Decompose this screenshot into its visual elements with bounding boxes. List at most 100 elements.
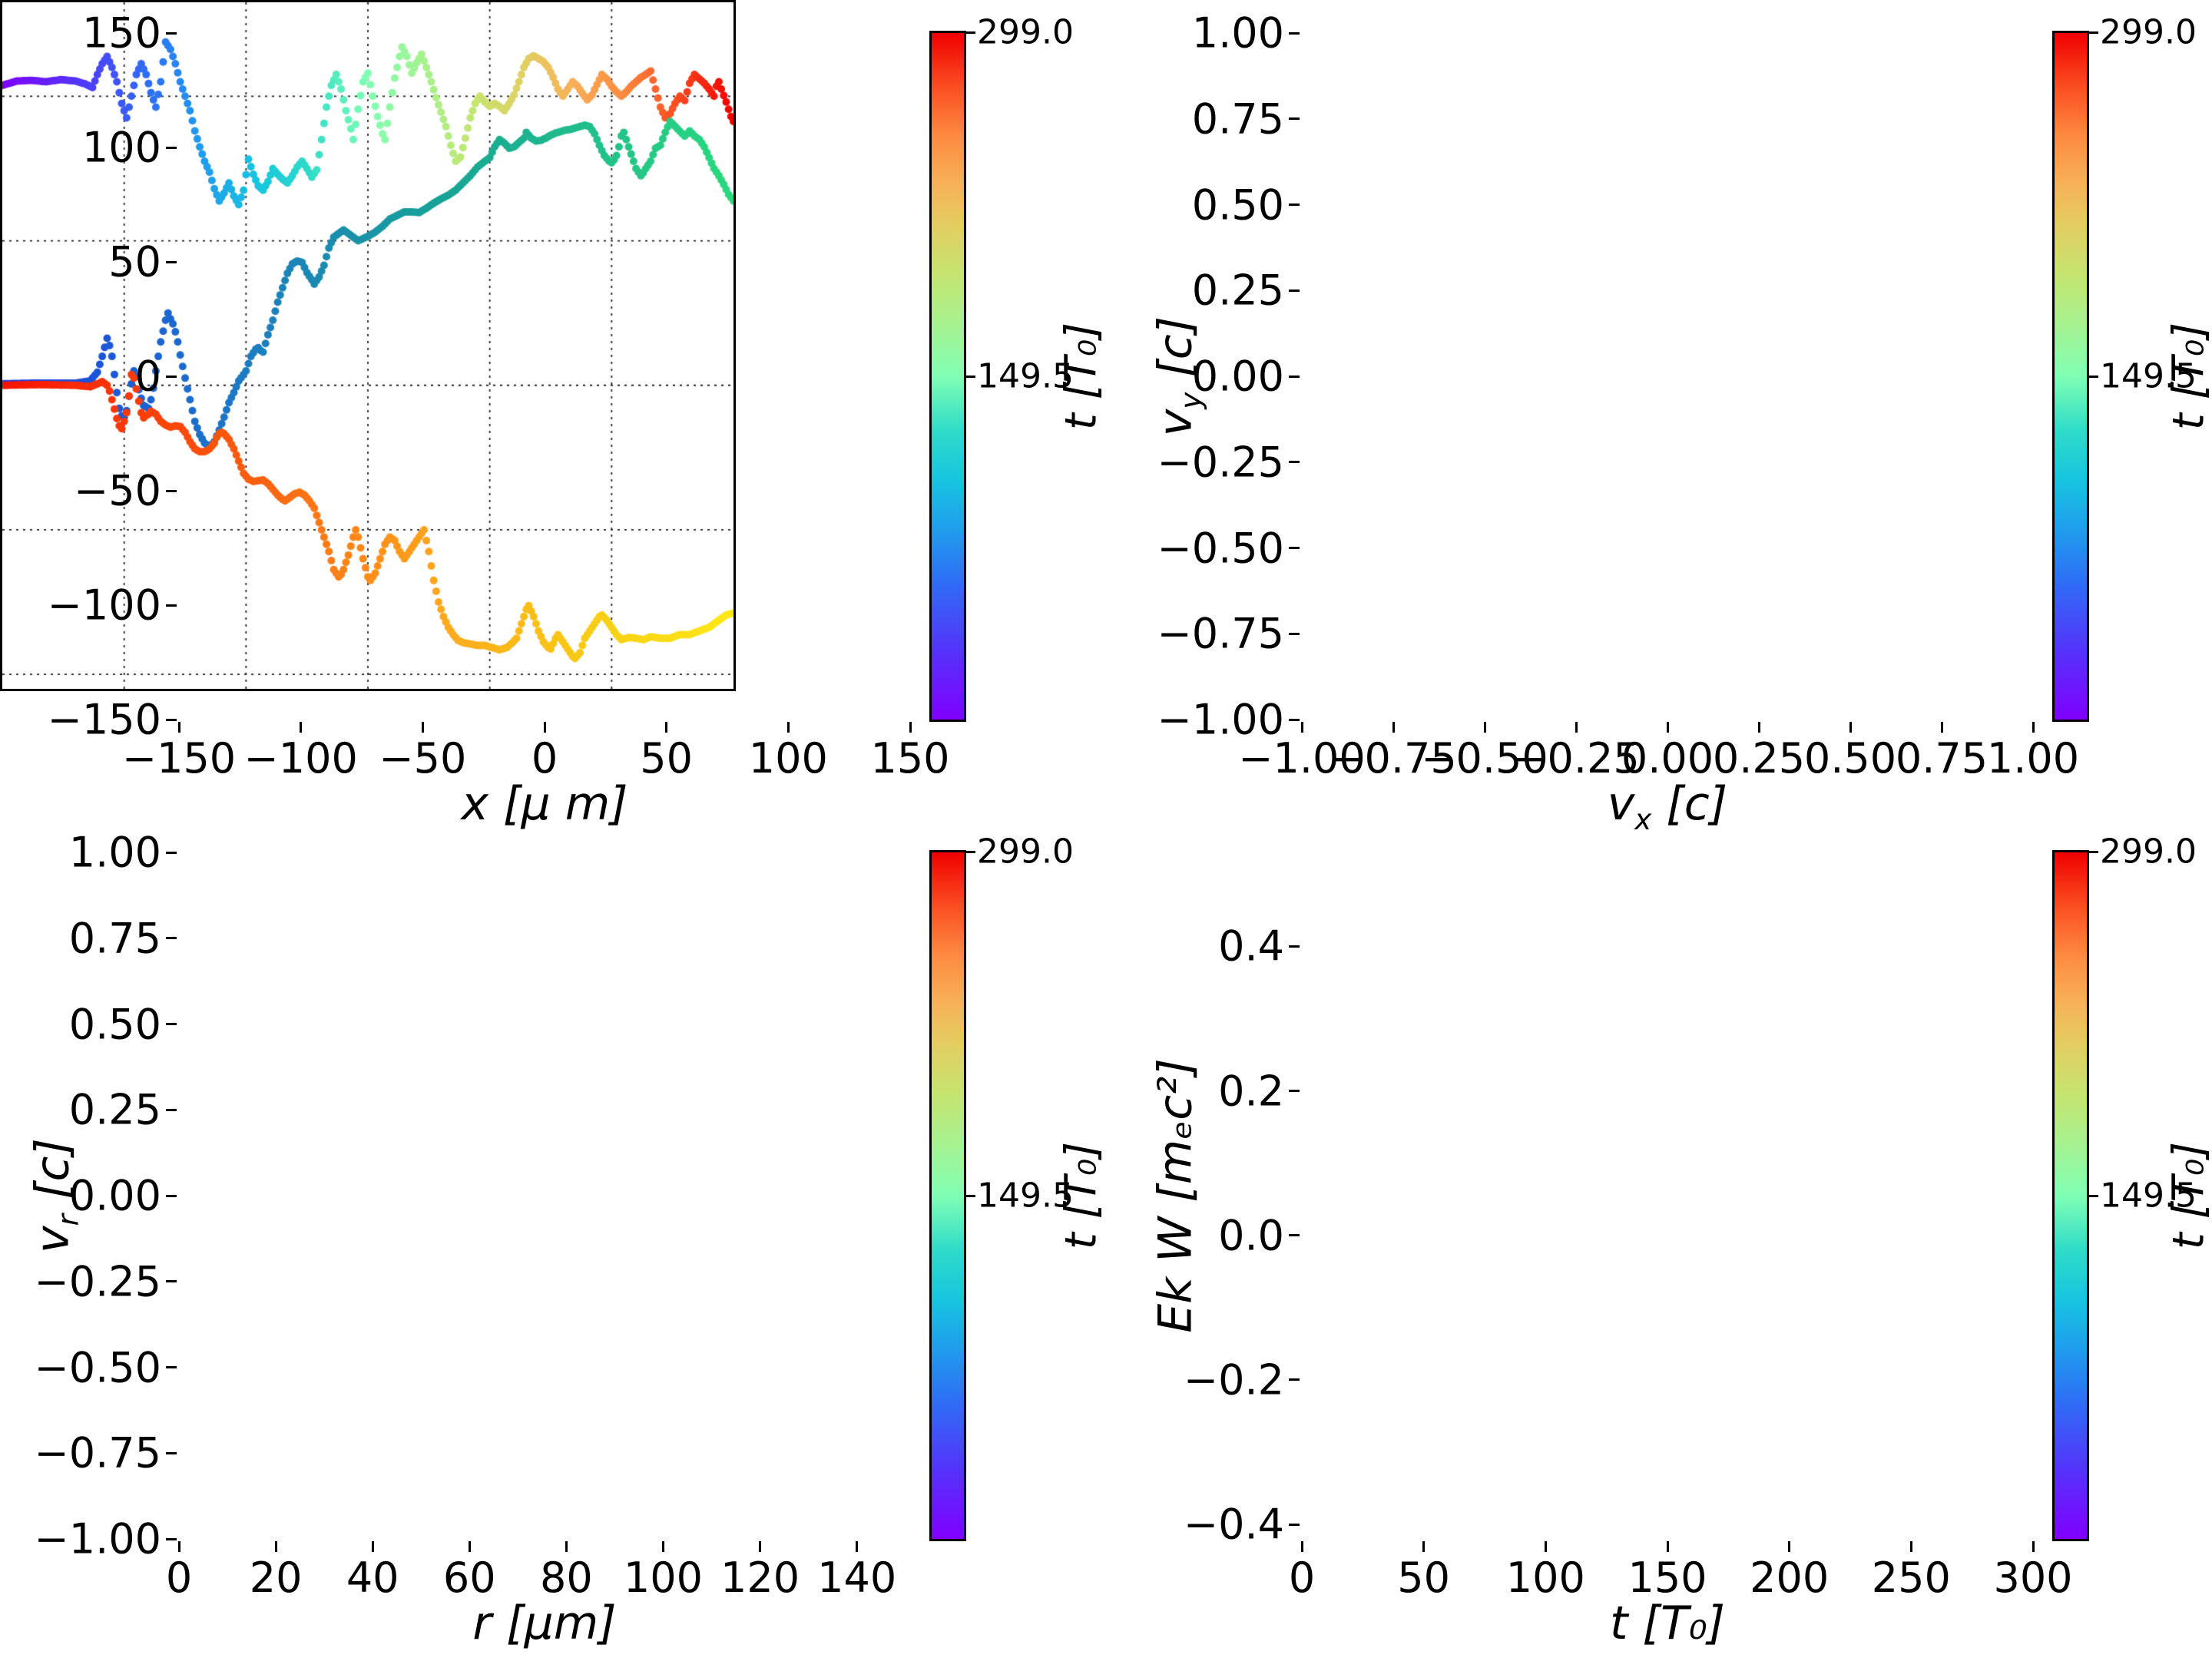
y-tick-label: 0.50 [1191, 180, 1284, 229]
y-tick-mark [1289, 632, 1300, 635]
y-tick-label: −150 [47, 695, 161, 744]
x-tick-label: 0.75 [1895, 734, 1988, 783]
x-tick-label: −0.25 [1512, 734, 1640, 783]
y-tick-label: −0.75 [34, 1428, 161, 1477]
y-tick-label: 0.25 [1191, 266, 1284, 315]
y-tick-mark [166, 489, 177, 492]
colorbar-tick-mid: 149.5 [2100, 356, 2197, 396]
y-tick-label: 0.50 [68, 1000, 161, 1048]
y-tick-label: 150 [81, 8, 161, 58]
y-tick-mark [1289, 1523, 1300, 1526]
y-tick-label: 0.2 [1218, 1067, 1284, 1116]
x-tick-label: 0.50 [1803, 734, 1897, 783]
x-tick-label: 20 [249, 1554, 303, 1602]
x-tick-mark [1300, 722, 1303, 733]
y-tick-label: 0.0 [1218, 1211, 1284, 1260]
y-tick-mark [166, 1451, 177, 1454]
x-tick-mark [177, 722, 180, 733]
x-tick-label: 120 [720, 1554, 800, 1602]
y-tick-mark [1289, 945, 1300, 948]
x-axis-label-vxvy: vx [c] [1607, 777, 1728, 836]
y-tick-mark [1289, 375, 1300, 378]
x-axis-label-xy: x [μ m] [461, 777, 628, 831]
colorbar-tick-max: 299.0 [2100, 12, 2197, 52]
colorbar-tick-mark-mid [966, 1195, 975, 1197]
x-tick-mark [1666, 722, 1669, 733]
x-tick-label: 140 [817, 1554, 897, 1602]
y-tick-mark [1289, 1090, 1300, 1093]
x-tick-mark [786, 722, 790, 733]
y-tick-label: 0 [134, 352, 161, 401]
x-tick-mark [2032, 1541, 2035, 1552]
y-tick-label: 0.00 [1191, 352, 1284, 401]
colorbar-gradient [2055, 33, 2087, 720]
x-tick-label: 40 [346, 1554, 399, 1602]
colorbar-label: t [T₀] [1056, 1141, 1107, 1250]
colorbar-tick-mark-max [966, 31, 975, 34]
x-tick-mark [1422, 1541, 1426, 1552]
y-tick-label: −50 [74, 466, 161, 515]
x-tick-label: 0.25 [1712, 734, 1806, 783]
x-tick-label: 250 [1871, 1554, 1951, 1602]
x-tick-label: 0 [531, 734, 558, 783]
y-tick-mark [166, 851, 177, 854]
y-tick-mark [166, 718, 177, 721]
y-tick-mark [1289, 1378, 1300, 1381]
chart-canvas-ek-w [2, 2, 733, 689]
colorbar-tick-mark-max [966, 851, 975, 853]
y-tick-mark [1289, 718, 1300, 721]
x-axis-label-rvr: r [μm] [472, 1597, 617, 1650]
plot-area-ek-w [0, 0, 736, 691]
colorbar-label: t [T₀] [2164, 322, 2212, 431]
y-tick-mark [166, 1280, 177, 1283]
colorbar-tick-max: 299.0 [977, 832, 1074, 872]
y-tick-label: 100 [81, 123, 161, 172]
y-tick-mark [166, 146, 177, 149]
x-tick-mark [1392, 722, 1395, 733]
x-tick-label: 0 [1288, 1554, 1316, 1602]
y-tick-label: 0.00 [68, 1171, 161, 1220]
x-tick-mark [1909, 1541, 1912, 1552]
y-tick-mark [166, 1366, 177, 1368]
x-tick-label: 50 [1397, 1554, 1451, 1602]
y-tick-label: 1.00 [68, 828, 161, 877]
colorbar-tick-mid: 149.5 [977, 1176, 1074, 1216]
y-tick-mark [1289, 289, 1300, 292]
y-tick-mark [166, 604, 177, 607]
colorbar-ekw [2052, 850, 2089, 1541]
y-tick-label: 1.00 [1191, 8, 1284, 58]
x-tick-mark [1666, 1541, 1669, 1552]
x-tick-mark [371, 1541, 374, 1552]
x-tick-label: 50 [640, 734, 694, 783]
x-tick-mark [759, 1541, 762, 1552]
x-tick-label: 300 [1993, 1554, 2073, 1602]
y-tick-mark [166, 260, 177, 263]
colorbar-tick-mid: 149.5 [977, 356, 1074, 396]
y-tick-label: −0.4 [1183, 1500, 1284, 1549]
x-tick-mark [421, 722, 424, 733]
y-tick-label: −0.50 [1157, 524, 1284, 572]
x-tick-label: −100 [243, 734, 358, 783]
y-tick-mark [1289, 117, 1300, 121]
x-tick-mark [1544, 1541, 1547, 1552]
x-tick-mark [468, 1541, 471, 1552]
y-tick-mark [1289, 31, 1300, 35]
y-tick-label: −0.25 [1157, 438, 1284, 487]
colorbar-tick-mark-mid [2089, 376, 2098, 378]
y-tick-label: −1.00 [34, 1514, 161, 1563]
x-tick-label: 0.00 [1621, 734, 1714, 783]
x-tick-label: −1.00 [1238, 734, 1366, 783]
colorbar-tick-mark-max [2089, 31, 2098, 34]
y-tick-label: −0.2 [1183, 1355, 1284, 1405]
x-tick-mark [909, 722, 912, 733]
x-tick-mark [2032, 722, 2035, 733]
x-tick-mark [1483, 722, 1486, 733]
colorbar-rvr [929, 850, 966, 1541]
colorbar-label: t [T₀] [2164, 1141, 2212, 1250]
y-tick-label: 0.75 [1191, 94, 1284, 144]
colorbar-tick-mark-mid [2089, 1195, 2098, 1197]
y-tick-label: −0.50 [34, 1343, 161, 1391]
y-tick-mark [166, 937, 177, 940]
y-tick-mark [1289, 461, 1300, 464]
